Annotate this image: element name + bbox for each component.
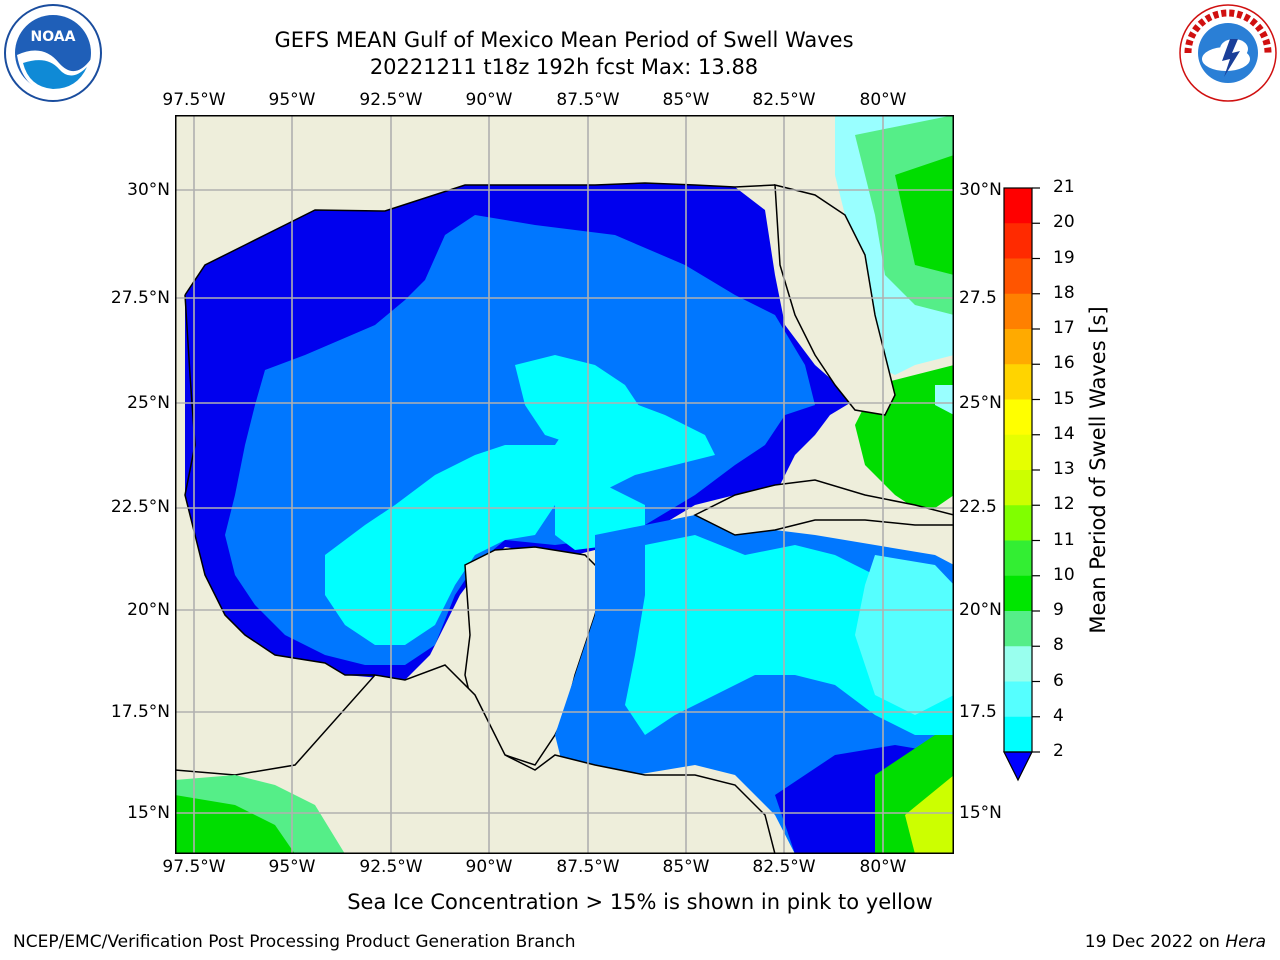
colorbar-band — [1004, 575, 1032, 612]
colorbar-band — [1004, 611, 1032, 647]
lat-label-left: 25°N — [127, 393, 170, 413]
lon-label-top: 95°W — [268, 90, 316, 110]
colorbar-tick-label: 21 — [1053, 177, 1075, 197]
svg-text:NOAA: NOAA — [31, 29, 76, 45]
chart-title: GEFS MEAN Gulf of Mexico Mean Period of … — [274, 28, 854, 52]
colorbar-band — [1004, 470, 1032, 506]
footer-date: 19 Dec 2022 on Hera — [1085, 932, 1266, 952]
map-panel — [175, 115, 954, 854]
colorbar-tick-label: 15 — [1053, 388, 1075, 409]
lon-label-bottom: 92.5°W — [359, 857, 423, 877]
colorbar-band — [1004, 188, 1032, 224]
colorbar-tick-label: 4 — [1053, 705, 1064, 726]
colorbar-tick-label: 16 — [1053, 353, 1075, 374]
footer-credit: NCEP/EMC/Verification Post Processing Pr… — [13, 932, 576, 952]
colorbar-tick-label: 2 — [1053, 741, 1064, 761]
lon-label-top: 80°W — [859, 90, 907, 110]
colorbar-tick-label: 8 — [1053, 635, 1064, 656]
lon-label-top: 82.5°W — [752, 90, 816, 110]
sea-ice-caption: Sea Ice Concentration > 15% is shown in … — [347, 890, 933, 914]
lon-label-bottom: 85°W — [662, 857, 710, 877]
lat-label-right: 22.5 — [959, 497, 997, 517]
colorbar-band — [1004, 399, 1032, 436]
colorbar-tick-label: 20 — [1053, 212, 1075, 233]
colorbar-tick-label: 18 — [1053, 282, 1075, 303]
colorbar-band — [1004, 434, 1032, 471]
colorbar-tick-label: 17 — [1053, 318, 1075, 338]
colorbar-title: Mean Period of Swell Waves [s] — [1086, 306, 1110, 634]
footer-date-text: 19 Dec 2022 on — [1084, 932, 1220, 952]
colorbar-band — [1004, 223, 1032, 259]
footer-host: Hera — [1225, 932, 1266, 952]
lat-label-left: 30°N — [127, 180, 170, 200]
lon-label-bottom: 80°W — [859, 857, 907, 877]
colorbar — [1003, 187, 1040, 782]
lat-label-left: 17.5°N — [110, 702, 170, 722]
colorbar-band — [1004, 540, 1032, 577]
colorbar-band — [1004, 646, 1032, 682]
lon-label-bottom: 82.5°W — [752, 857, 816, 877]
colorbar-tick-label: 13 — [1053, 459, 1075, 479]
colorbar-extend-arrow — [1003, 751, 1033, 782]
lon-label-bottom: 90°W — [465, 857, 513, 877]
lat-label-right: 17.5 — [959, 702, 997, 722]
lon-label-top: 87.5°W — [556, 90, 620, 110]
lat-label-left: 20°N — [127, 600, 170, 620]
lat-label-left: 22.5°N — [110, 497, 170, 517]
graticule — [175, 115, 954, 854]
colorbar-tick-label: 14 — [1053, 423, 1075, 444]
lat-label-right: 15°N — [959, 803, 1002, 823]
lon-label-bottom: 97.5°W — [162, 857, 226, 877]
chart-subtitle: 20221211 t18z 192h fcst Max: 13.88 — [369, 55, 759, 79]
colorbar-tick-label: 11 — [1053, 529, 1075, 550]
colorbar-band — [1004, 681, 1032, 718]
colorbar-band — [1004, 716, 1032, 753]
colorbar-band — [1004, 505, 1032, 541]
lat-label-left: 15°N — [127, 803, 170, 823]
colorbar-band — [1004, 364, 1032, 400]
colorbar-band — [1004, 329, 1032, 365]
lat-label-right: 25°N — [959, 393, 1002, 413]
lat-label-right: 20°N — [959, 600, 1002, 620]
colorbar-tick-label: 6 — [1053, 670, 1064, 691]
lat-label-right: 27.5 — [959, 288, 997, 308]
lon-label-top: 97.5°W — [162, 90, 226, 110]
lon-label-top: 85°W — [662, 90, 710, 110]
colorbar-band — [1004, 258, 1032, 295]
colorbar-tick-label: 10 — [1053, 564, 1075, 585]
lon-label-top: 90°W — [465, 90, 513, 110]
nws-logo — [1179, 4, 1277, 102]
lat-label-right: 30°N — [959, 180, 1002, 200]
colorbar-band — [1004, 293, 1032, 330]
colorbar-tick-label: 9 — [1053, 600, 1064, 620]
noaa-logo: NOAA — [4, 4, 102, 102]
lon-label-bottom: 87.5°W — [556, 857, 620, 877]
lon-label-top: 92.5°W — [359, 90, 423, 110]
colorbar-tick-label: 19 — [1053, 247, 1075, 268]
colorbar-tick-label: 12 — [1053, 494, 1075, 515]
lat-label-left: 27.5°N — [110, 288, 170, 308]
lon-label-bottom: 95°W — [268, 857, 316, 877]
